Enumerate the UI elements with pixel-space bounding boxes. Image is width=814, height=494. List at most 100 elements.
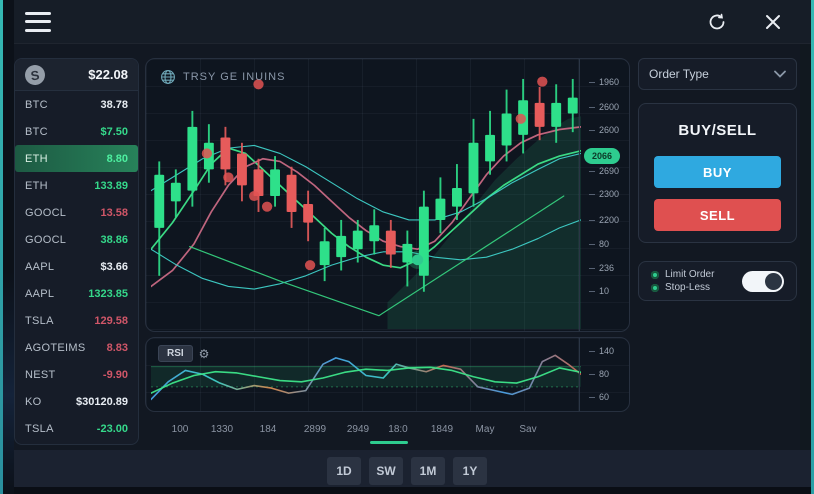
price-value: 13.58 bbox=[100, 206, 128, 219]
refresh-button[interactable] bbox=[702, 7, 732, 37]
watchlist-row[interactable]: AGOTEIMS 8.83 bbox=[15, 334, 138, 361]
rsi-label[interactable]: RSI bbox=[158, 345, 193, 362]
price-value: 8.80 bbox=[106, 152, 128, 165]
symbol-label: GOOCL bbox=[25, 206, 67, 219]
time-axis: 100 1330 184 2899 2949 18:0 1849 May Sav bbox=[145, 420, 630, 446]
axis-tick-label: 2949 bbox=[346, 424, 370, 435]
left-edge-fill bbox=[3, 0, 14, 494]
watchlist-row[interactable]: BTC $7.50 bbox=[15, 118, 138, 145]
axis-tick-label: 236 bbox=[589, 263, 614, 273]
symbol-label: TSLA bbox=[25, 422, 54, 435]
watchlist-header: S $22.08 bbox=[15, 59, 138, 91]
right-accent-strip bbox=[811, 0, 814, 494]
axis-tick-label: 60 bbox=[589, 392, 609, 402]
timeframe-1y-button[interactable]: 1Y bbox=[453, 457, 487, 485]
axis-tick-label: 2600 bbox=[589, 125, 619, 135]
axis-tick-label: 100 bbox=[171, 424, 189, 435]
timeframe-1m-button[interactable]: 1M bbox=[411, 457, 445, 485]
watchlist-row[interactable]: BTC 38.78 bbox=[15, 91, 138, 118]
order-type-label: Order Type bbox=[649, 67, 709, 81]
axis-tick-label: May bbox=[475, 424, 495, 435]
symbol-label: KO bbox=[25, 395, 42, 408]
hamburger-menu-button[interactable] bbox=[25, 11, 51, 32]
watchlist-row[interactable]: AAPL $3.66 bbox=[15, 253, 138, 280]
price-value: 129.58 bbox=[94, 314, 128, 327]
symbol-label: GOOCL bbox=[25, 233, 67, 246]
limit-order-icon bbox=[651, 270, 659, 279]
stop-loss-label: Stop-Less bbox=[665, 282, 711, 293]
axis-tick-label: 2600 bbox=[589, 102, 619, 112]
axis-tick-label: 10 bbox=[589, 286, 609, 296]
symbol-label: ETH bbox=[25, 179, 48, 192]
price-value: 38.86 bbox=[100, 233, 128, 246]
price-axis: 1960 2600 2600 2690 2300 2200 80 236 10 2066 bbox=[579, 59, 629, 331]
symbol-label: TSLA bbox=[25, 314, 54, 327]
axis-tick-label: 2899 bbox=[303, 424, 327, 435]
price-value: $30120.89 bbox=[76, 395, 128, 408]
sell-button[interactable]: SELL bbox=[654, 199, 781, 231]
axis-tick-label: 80 bbox=[589, 239, 609, 249]
bottom-edge-strip bbox=[0, 487, 814, 494]
axis-tick-label: 2300 bbox=[589, 189, 619, 199]
buy-button[interactable]: BUY bbox=[654, 156, 781, 188]
toggle-knob bbox=[765, 272, 782, 290]
watchlist-row[interactable]: NEST -9.90 bbox=[15, 361, 138, 388]
price-value: 133.89 bbox=[94, 179, 128, 192]
price-value: $7.50 bbox=[100, 125, 128, 138]
candlestick-chart[interactable] bbox=[151, 63, 581, 329]
price-value: 38.78 bbox=[100, 98, 128, 111]
main-chart-panel[interactable]: TRSY GE INUINS 1960 2600 2600 2690 2300 2200 8… bbox=[145, 58, 630, 332]
price-value: 1323.85 bbox=[88, 287, 128, 300]
watchlist-row[interactable]: KO $30120.89 bbox=[15, 388, 138, 415]
axis-tick-label: 184 bbox=[259, 424, 277, 435]
chevron-down-icon bbox=[774, 70, 786, 78]
axis-tick-label: 18:0 bbox=[388, 424, 408, 435]
watchlist-row[interactable]: ETH 133.89 bbox=[15, 172, 138, 199]
timeframe-1d-button[interactable]: 1D bbox=[327, 457, 361, 485]
current-price-badge: 2066 bbox=[584, 148, 621, 164]
watchlist-row[interactable]: TSLA -23.00 bbox=[15, 415, 138, 442]
refresh-icon bbox=[709, 13, 725, 29]
toggle-switch[interactable] bbox=[742, 270, 784, 292]
close-button[interactable] bbox=[758, 7, 788, 37]
watchlist-row[interactable]: GOOCL 38.86 bbox=[15, 226, 138, 253]
axis-tick-label: 140 bbox=[589, 346, 614, 356]
symbol-label: NEST bbox=[25, 368, 56, 381]
timeframe-sw-button[interactable]: SW bbox=[369, 457, 403, 485]
coin-icon: S bbox=[23, 63, 47, 86]
price-value: -23.00 bbox=[96, 422, 128, 435]
gear-icon[interactable]: ⚙ bbox=[198, 346, 210, 361]
symbol-label: ETH bbox=[25, 152, 48, 165]
price-value: $3.66 bbox=[100, 260, 128, 273]
main-content: S $22.08 BTC 38.78 BTC $7.50 ETH 8.80 ETH 133.8… bbox=[14, 44, 800, 450]
axis-tick-label: 1960 bbox=[589, 77, 619, 87]
active-timeframe-underline bbox=[370, 441, 408, 444]
order-options-card: Limit Order Stop-Less bbox=[638, 261, 797, 301]
watchlist-rows: BTC 38.78 BTC $7.50 ETH 8.80 ETH 133.89 GOOCL 13.… bbox=[15, 91, 138, 442]
price-value: 8.83 bbox=[106, 341, 128, 354]
symbol-label: AAPL bbox=[25, 260, 55, 273]
axis-tick-label: 80 bbox=[589, 369, 609, 379]
watchlist-row[interactable]: GOOCL 13.58 bbox=[15, 199, 138, 226]
watchlist-row[interactable]: ETH 8.80 bbox=[15, 145, 138, 172]
watchlist-panel: S $22.08 BTC 38.78 BTC $7.50 ETH 8.80 ETH 133.8… bbox=[14, 58, 139, 445]
close-icon bbox=[766, 14, 780, 29]
axis-tick-label: 2690 bbox=[589, 166, 619, 176]
timeframe-bar: 1D SW 1M 1Y bbox=[0, 450, 814, 494]
rsi-header: RSI ⚙ bbox=[158, 345, 209, 362]
rsi-panel[interactable]: RSI ⚙ bbox=[145, 337, 630, 412]
symbol-label: AAPL bbox=[25, 287, 55, 300]
watchlist-row[interactable]: AAPL 1323.85 bbox=[15, 280, 138, 307]
buy-sell-card: BUY/SELL BUY SELL bbox=[638, 103, 797, 243]
rsi-axis: 140 80 60 bbox=[579, 338, 629, 411]
watchlist-row[interactable]: TSLA 129.58 bbox=[15, 307, 138, 334]
balance-value: $22.08 bbox=[88, 67, 128, 82]
axis-tick-label: 2200 bbox=[589, 215, 619, 225]
symbol-label: BTC bbox=[25, 98, 48, 111]
charts-column: TRSY GE INUINS 1960 2600 2600 2690 2300 2200 8… bbox=[145, 58, 630, 450]
rsi-chart[interactable] bbox=[151, 344, 581, 407]
order-type-dropdown[interactable]: Order Type bbox=[638, 58, 797, 90]
axis-tick-label: 1330 bbox=[210, 424, 234, 435]
order-panel: Order Type BUY/SELL BUY SELL Limit Order bbox=[638, 58, 797, 301]
axis-tick-label: 1849 bbox=[430, 424, 454, 435]
